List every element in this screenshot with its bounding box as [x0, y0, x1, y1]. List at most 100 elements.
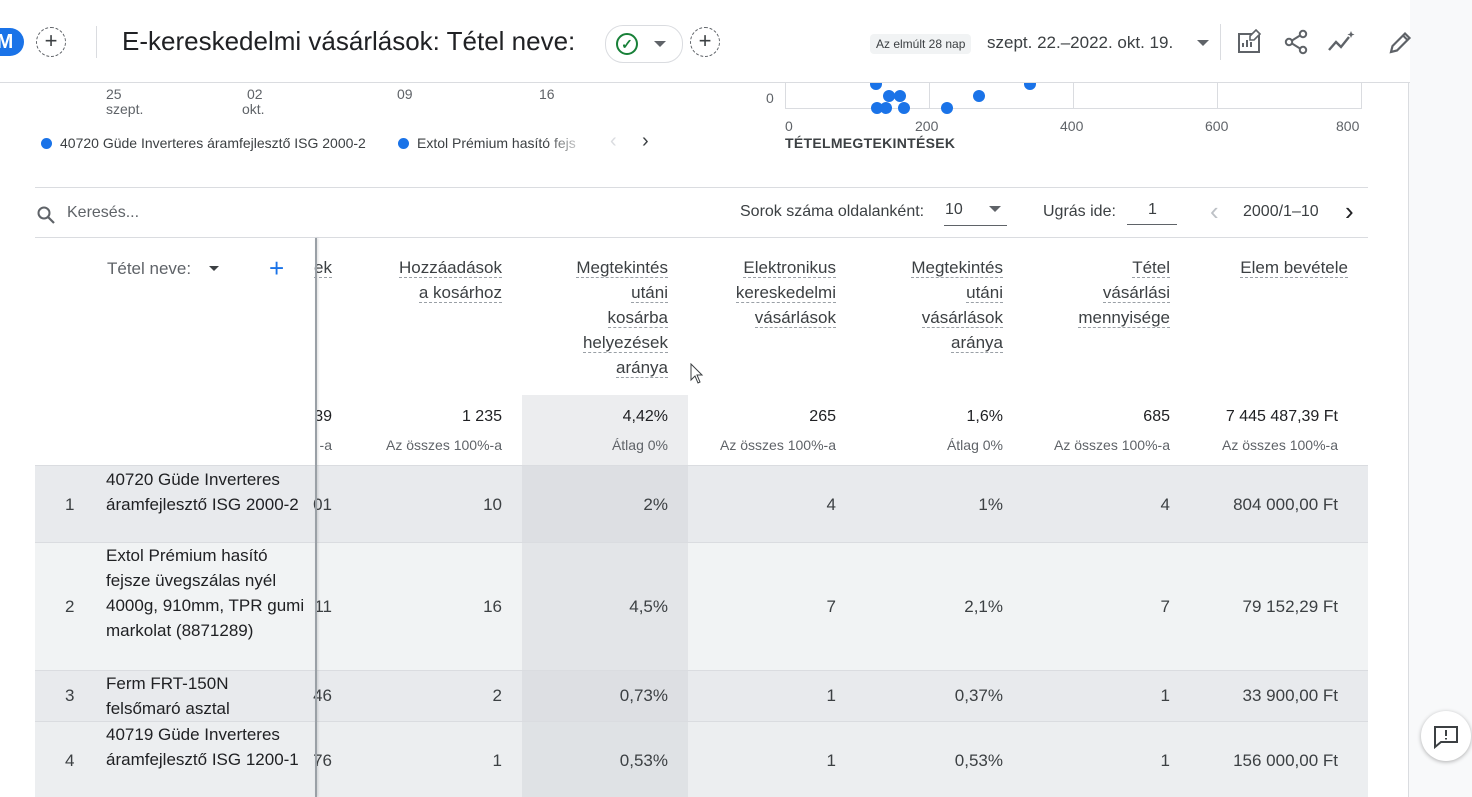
- total-sub: Az összes 100%-a: [386, 437, 502, 453]
- total-sub: Átlag 0%: [611, 437, 668, 453]
- scatter-point: [883, 90, 896, 102]
- chevron-down-icon[interactable]: [989, 206, 1001, 212]
- grid-line: [1361, 82, 1362, 108]
- table-cell: 2,1%: [964, 597, 1003, 616]
- table-cell: 804 000,00 Ft: [1233, 495, 1338, 514]
- row-divider: [35, 465, 1368, 466]
- search-input[interactable]: Keresés...: [67, 204, 140, 221]
- total-sub: Átlag 0%: [946, 437, 1003, 453]
- chevron-down-icon[interactable]: [209, 266, 219, 271]
- column-header[interactable]: ek: [314, 258, 332, 278]
- table-row-bg: [35, 465, 1368, 542]
- table-cell: 4: [826, 495, 836, 514]
- scatter-point: [941, 102, 953, 114]
- table-cell: 7: [1160, 597, 1170, 616]
- feedback-button[interactable]: [1421, 711, 1471, 761]
- row-item-name[interactable]: 40719 Güde Inverteres áramfejlesztő ISG …: [106, 725, 299, 769]
- page-info: 2000/1–10: [1243, 203, 1319, 220]
- x-tick-day: 16: [539, 86, 555, 102]
- section-divider: [35, 187, 1368, 188]
- legend-item[interactable]: Extol Prémium hasító fejs: [417, 135, 576, 151]
- row-item-name[interactable]: 40720 Güde Inverteres áramfejlesztő ISG …: [106, 470, 299, 514]
- table-row-bg: [35, 670, 1368, 721]
- account-avatar[interactable]: M: [0, 28, 24, 56]
- x-axis-line: [785, 108, 1362, 109]
- grid-line: [785, 82, 786, 108]
- column-header-add-to-cart[interactable]: Hozzáadások a kosárhoz: [398, 258, 502, 303]
- table-cell: 1: [492, 751, 502, 770]
- table-cell: 1%: [978, 495, 1003, 514]
- add-dimension-button[interactable]: +: [269, 253, 285, 283]
- total-value: 7 445 487,39 Ft: [1225, 408, 1338, 425]
- column-header-view-to-cart-rate[interactable]: Megtekintés utáni kosárba helyezések aránya: [576, 258, 668, 378]
- row-rank: 4: [65, 751, 75, 770]
- legend-next-icon[interactable]: ›: [642, 130, 649, 152]
- column-header-item-quantity[interactable]: Tétel vásárlási mennyisége: [1078, 258, 1170, 328]
- table-top-border: [35, 237, 1368, 238]
- select-underline: [944, 225, 1007, 226]
- column-header-view-to-purchase-rate[interactable]: Megtekintés utáni vásárlások aránya: [911, 258, 1003, 353]
- insights-icon[interactable]: [1327, 29, 1357, 55]
- x-tick-day: 09: [397, 86, 413, 102]
- panel-edge: [1408, 0, 1409, 797]
- frozen-column-divider: [315, 238, 317, 797]
- mouse-cursor-icon: [690, 363, 704, 384]
- legend-dot: [398, 138, 409, 149]
- next-page-icon[interactable]: ›: [1345, 196, 1354, 226]
- customize-report-icon[interactable]: [1237, 29, 1263, 55]
- total-sub: Az összes 100%-a: [1054, 437, 1170, 453]
- grid-line: [1073, 82, 1074, 108]
- scatter-point: [973, 90, 986, 102]
- row-rank: 1: [65, 495, 75, 514]
- x-tick: 200: [915, 118, 939, 134]
- row-item-name[interactable]: Ferm FRT-150N felsőmaró asztal: [106, 674, 230, 718]
- x-tick: 400: [1060, 118, 1084, 134]
- table-cell: 1: [826, 686, 836, 705]
- x-axis-label: TÉTELMEGTEKINTÉSEK: [785, 135, 956, 151]
- goto-label: Ugrás ide:: [1043, 203, 1116, 220]
- table-row-bg: [35, 542, 1368, 670]
- row-item-name[interactable]: Extol Prémium hasító fejsze üvegszálas n…: [106, 546, 305, 640]
- table-cell: 2: [492, 686, 502, 705]
- table-cell: 0,53%: [954, 751, 1003, 770]
- table-cell: 1: [1160, 686, 1170, 705]
- legend-prev-icon[interactable]: ‹: [610, 130, 617, 152]
- column-header-item-revenue[interactable]: Elem bevétele: [1240, 258, 1348, 278]
- table-cell: 11: [314, 597, 332, 616]
- scatter-point: [894, 90, 907, 102]
- date-dropdown-icon[interactable]: [1197, 40, 1209, 46]
- add-comparison-button[interactable]: +: [36, 27, 66, 57]
- check-circle-icon: ✓: [616, 33, 638, 55]
- column-header-ecommerce-purchases[interactable]: Elektronikus kereskedelmi vásárlások: [735, 258, 836, 328]
- edit-icon[interactable]: [1388, 29, 1414, 55]
- table-row-bg: [35, 721, 1368, 797]
- grid-line: [929, 82, 930, 108]
- table-cell: 01: [313, 495, 332, 514]
- report-header: M + E-kereskedelmi vásárlások: Tétel nev…: [0, 0, 1412, 83]
- table-cell: 4: [1160, 495, 1170, 514]
- total-sub: Az összes 100%-a: [720, 437, 836, 453]
- table-cell: 0,37%: [954, 686, 1003, 705]
- total-value: 1,6%: [966, 408, 1003, 425]
- table-cell: 1: [826, 751, 836, 770]
- date-range-selector[interactable]: szept. 22.–2022. okt. 19.: [987, 33, 1174, 52]
- prev-page-icon[interactable]: ‹: [1210, 196, 1219, 226]
- total-value: 4,42%: [622, 408, 668, 425]
- filter-status-dropdown[interactable]: ✓: [605, 25, 683, 63]
- total-sub: -a: [319, 437, 332, 453]
- row-rank: 2: [65, 597, 75, 616]
- table-cell: 16: [483, 597, 502, 616]
- table-cell: 156 000,00 Ft: [1233, 751, 1338, 770]
- table-cell: 0,53%: [619, 751, 668, 770]
- legend-item[interactable]: 40720 Güde Inverteres áramfejlesztő ISG …: [60, 135, 366, 151]
- goto-input[interactable]: 1: [1148, 201, 1157, 218]
- table-cell: 2%: [643, 495, 668, 514]
- date-preset-chip: Az elmúlt 28 nap: [870, 34, 972, 54]
- add-filter-button[interactable]: +: [690, 27, 720, 57]
- rows-per-page-select[interactable]: 10: [945, 201, 963, 218]
- header-divider: [96, 26, 97, 58]
- x-tick-day: 02: [247, 86, 263, 102]
- dimension-header[interactable]: Tétel neve:: [107, 259, 192, 278]
- row-divider: [35, 721, 1368, 722]
- share-icon[interactable]: [1284, 29, 1310, 55]
